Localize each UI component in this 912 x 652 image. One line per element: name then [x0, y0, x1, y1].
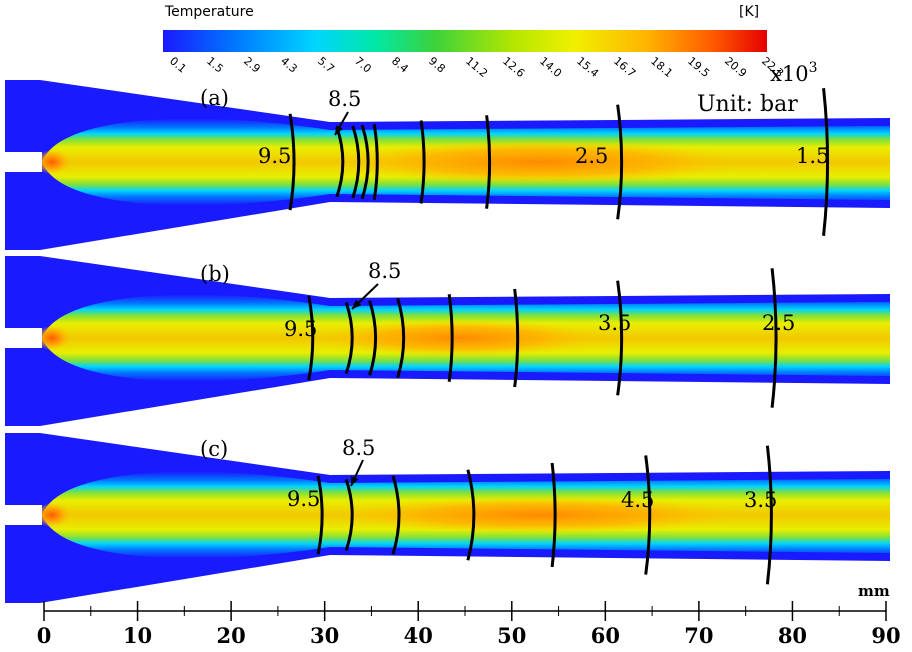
- colorbar-multiplier-base: x10: [770, 62, 809, 86]
- isobar-line: [765, 445, 773, 585]
- arrow-annotation-label: 8.5: [368, 259, 401, 283]
- colorbar-gradient: [163, 30, 767, 52]
- x-axis-ticks: 0 10 20 30 40 50 60 70 80 90: [37, 601, 901, 648]
- cathode-slot: [0, 505, 42, 525]
- isobar-line: [391, 475, 401, 555]
- isobar-line: [344, 302, 354, 374]
- isobar-line: [513, 288, 520, 388]
- panel-label: (b): [200, 262, 230, 286]
- isobar-line: [316, 475, 324, 555]
- x-axis-tick-label: 60: [591, 623, 620, 648]
- panel-label: (a): [200, 86, 229, 110]
- contour-value-label: 2.5: [762, 311, 795, 335]
- contour-value-label: 9.5: [258, 144, 291, 168]
- colorbar-title: Temperature: [164, 4, 254, 20]
- isobar-line: [550, 462, 557, 568]
- hot-core-band: [340, 497, 740, 533]
- colorbar-tick-label: 16.7: [611, 54, 638, 80]
- annotation-arrow-head: [351, 476, 359, 486]
- colorbar-multiplier: x103: [770, 60, 818, 86]
- x-axis-tick-label: 20: [216, 623, 245, 648]
- isobar-line: [368, 300, 378, 376]
- isobar-line: [307, 295, 315, 381]
- colorbar-tick-label: 8.4: [389, 54, 411, 75]
- colorbar-tick-label: 15.4: [574, 54, 601, 80]
- x-axis-tick-label: 90: [871, 623, 900, 648]
- cathode-hot-spot: [34, 503, 70, 527]
- colorbar-unit: [K]: [739, 4, 759, 20]
- contour-value-label: 3.5: [598, 311, 631, 335]
- annotation-arrow-head: [352, 299, 362, 309]
- isobar-line: [644, 455, 652, 575]
- panel-a: (a) 8.5 9.5 2.5 1.5: [0, 80, 890, 250]
- isobar-line: [396, 297, 406, 379]
- isobar-line: [351, 125, 361, 199]
- isobar-line: [335, 126, 345, 198]
- colorbar-tick-label: 7.0: [352, 54, 374, 75]
- cathode-hot-spot: [34, 326, 70, 350]
- cathode-slot: [0, 152, 42, 172]
- cathode-slot: [0, 328, 42, 348]
- panel-b: (b) 8.5 9.5 3.5 2.5: [0, 256, 890, 426]
- x-axis-unit: mm: [858, 582, 890, 600]
- panel-c: (c) 8.5 9.5 4.5 3.5: [0, 433, 890, 603]
- x-axis-tick-label: 70: [684, 623, 713, 648]
- colorbar-tick-label: 12.6: [500, 54, 527, 80]
- isobar-line: [770, 268, 778, 408]
- isobar-line: [466, 469, 476, 561]
- contour-value-label: 9.5: [287, 487, 320, 511]
- colorbar-ticks: 0.1 1.5 2.9 4.3 5.7 7.0 8.4 9.8 11.2 12.6 14.0 15.4…: [167, 54, 786, 80]
- panels: (a) 8.5 9.5 2.5 1.5 (b) 8.5 9.5 3.5 2.5 (c) 8.5 9.5 4…: [0, 80, 890, 603]
- colorbar-multiplier-exp: 3: [809, 60, 818, 76]
- colorbar-tick-label: 9.8: [426, 54, 448, 75]
- x-axis-tick-label: 30: [310, 623, 339, 648]
- annotation-arrow-head: [335, 125, 343, 135]
- colorbar-tick-label: 20.9: [722, 54, 749, 80]
- isobar-line: [822, 88, 830, 236]
- contour-value-label: 9.5: [284, 317, 317, 341]
- unit-label: Unit: bar: [697, 92, 798, 117]
- hot-core-band: [340, 140, 740, 184]
- colorbar-tick-label: 5.7: [315, 54, 337, 75]
- isobar-line: [616, 104, 624, 220]
- colorbar: Temperature [K] 0.1 1.5 2.9 4.3 5.7 7.0 8.4 9.8…: [163, 4, 818, 86]
- colorbar-tick-label: 4.3: [278, 54, 300, 75]
- arrow-annotation-label: 8.5: [342, 436, 375, 460]
- x-axis-tick-label: 10: [123, 623, 152, 648]
- x-axis-tick-label: 50: [497, 623, 526, 648]
- isobar-line: [344, 479, 354, 551]
- colorbar-tick-label: 14.0: [537, 54, 564, 80]
- isobar-line: [616, 280, 624, 396]
- contour-value-label: 4.5: [621, 488, 654, 512]
- isobar-line: [419, 120, 426, 204]
- colorbar-tick-label: 0.1: [167, 54, 189, 75]
- panel-label: (c): [200, 437, 228, 461]
- colorbar-tick-label: 18.1: [648, 54, 675, 80]
- contour-value-label: 3.5: [744, 488, 777, 512]
- isobar-line: [288, 113, 296, 211]
- x-axis-tick-label: 80: [778, 623, 807, 648]
- cathode-hot-spot: [34, 150, 70, 174]
- isobar-line: [372, 124, 379, 200]
- isobar-line: [447, 294, 454, 382]
- arrow-annotation-label: 8.5: [328, 87, 361, 111]
- isobar-line: [485, 115, 492, 209]
- colorbar-tick-label: 19.5: [685, 54, 712, 80]
- colorbar-tick-label: 2.9: [241, 54, 263, 75]
- x-axis-tick-label: 40: [404, 623, 433, 648]
- colorbar-tick-label: 1.5: [204, 54, 226, 75]
- hot-core-band: [320, 320, 600, 356]
- x-axis: 0 10 20 30 40 50 60 70 80 90 mm: [37, 582, 901, 648]
- isobar-line: [360, 124, 370, 200]
- contour-value-label: 1.5: [796, 144, 829, 168]
- colorbar-tick-label: 11.2: [463, 54, 490, 80]
- x-axis-tick-label: 0: [37, 623, 52, 648]
- contour-value-label: 2.5: [575, 144, 608, 168]
